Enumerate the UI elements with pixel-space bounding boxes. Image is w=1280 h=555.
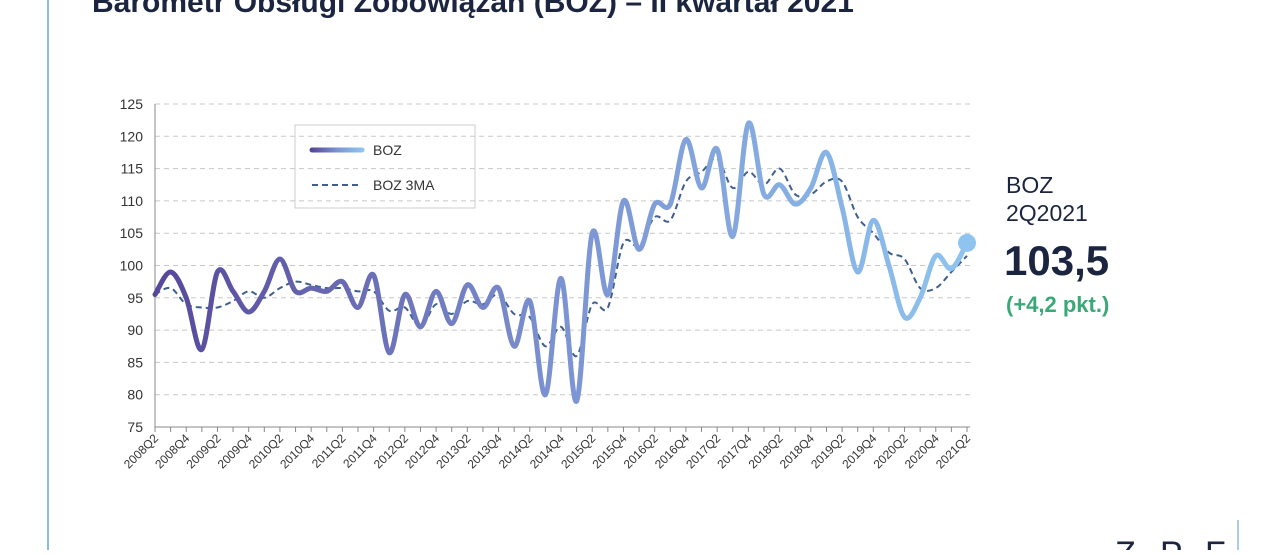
logo-letter: Z <box>1115 535 1136 550</box>
annotation-series: BOZ <box>1006 172 1053 198</box>
logo-letter: P <box>1160 535 1183 550</box>
y-tick-label: 115 <box>121 161 144 177</box>
end-marker <box>958 233 976 252</box>
y-tick-label: 120 <box>120 128 144 144</box>
annotation-change: (+4,2 pkt.) <box>1006 292 1109 317</box>
x-tick-label: 2011Q2 <box>309 431 349 471</box>
y-tick-label: 80 <box>127 387 143 403</box>
y-tick-label: 75 <box>127 419 143 435</box>
legend-label: BOZ <box>373 142 402 158</box>
boz-line <box>152 120 970 404</box>
y-tick-label: 125 <box>120 96 144 112</box>
y-tick-label: 85 <box>127 354 143 370</box>
logo-letter: F <box>1205 535 1226 550</box>
y-tick-label: 100 <box>120 258 144 274</box>
title: Barometr Obsługi Zobowiązań (BOZ) – II k… <box>92 0 854 19</box>
legend-box <box>294 124 476 209</box>
x-tick-label: 2021Q2 <box>933 431 973 471</box>
y-tick-label: 105 <box>120 225 144 241</box>
annotation-value: 103,5 <box>1004 237 1109 284</box>
y-tick-label: 110 <box>121 193 144 209</box>
y-tick-label: 90 <box>127 322 143 338</box>
annotation-period: 2Q2021 <box>1006 200 1088 226</box>
y-tick-label: 95 <box>127 290 143 306</box>
x-tick-label: 2010Q4 <box>277 431 317 471</box>
moving-average-line <box>154 157 968 357</box>
legend-label: BOZ 3MA <box>373 177 435 193</box>
